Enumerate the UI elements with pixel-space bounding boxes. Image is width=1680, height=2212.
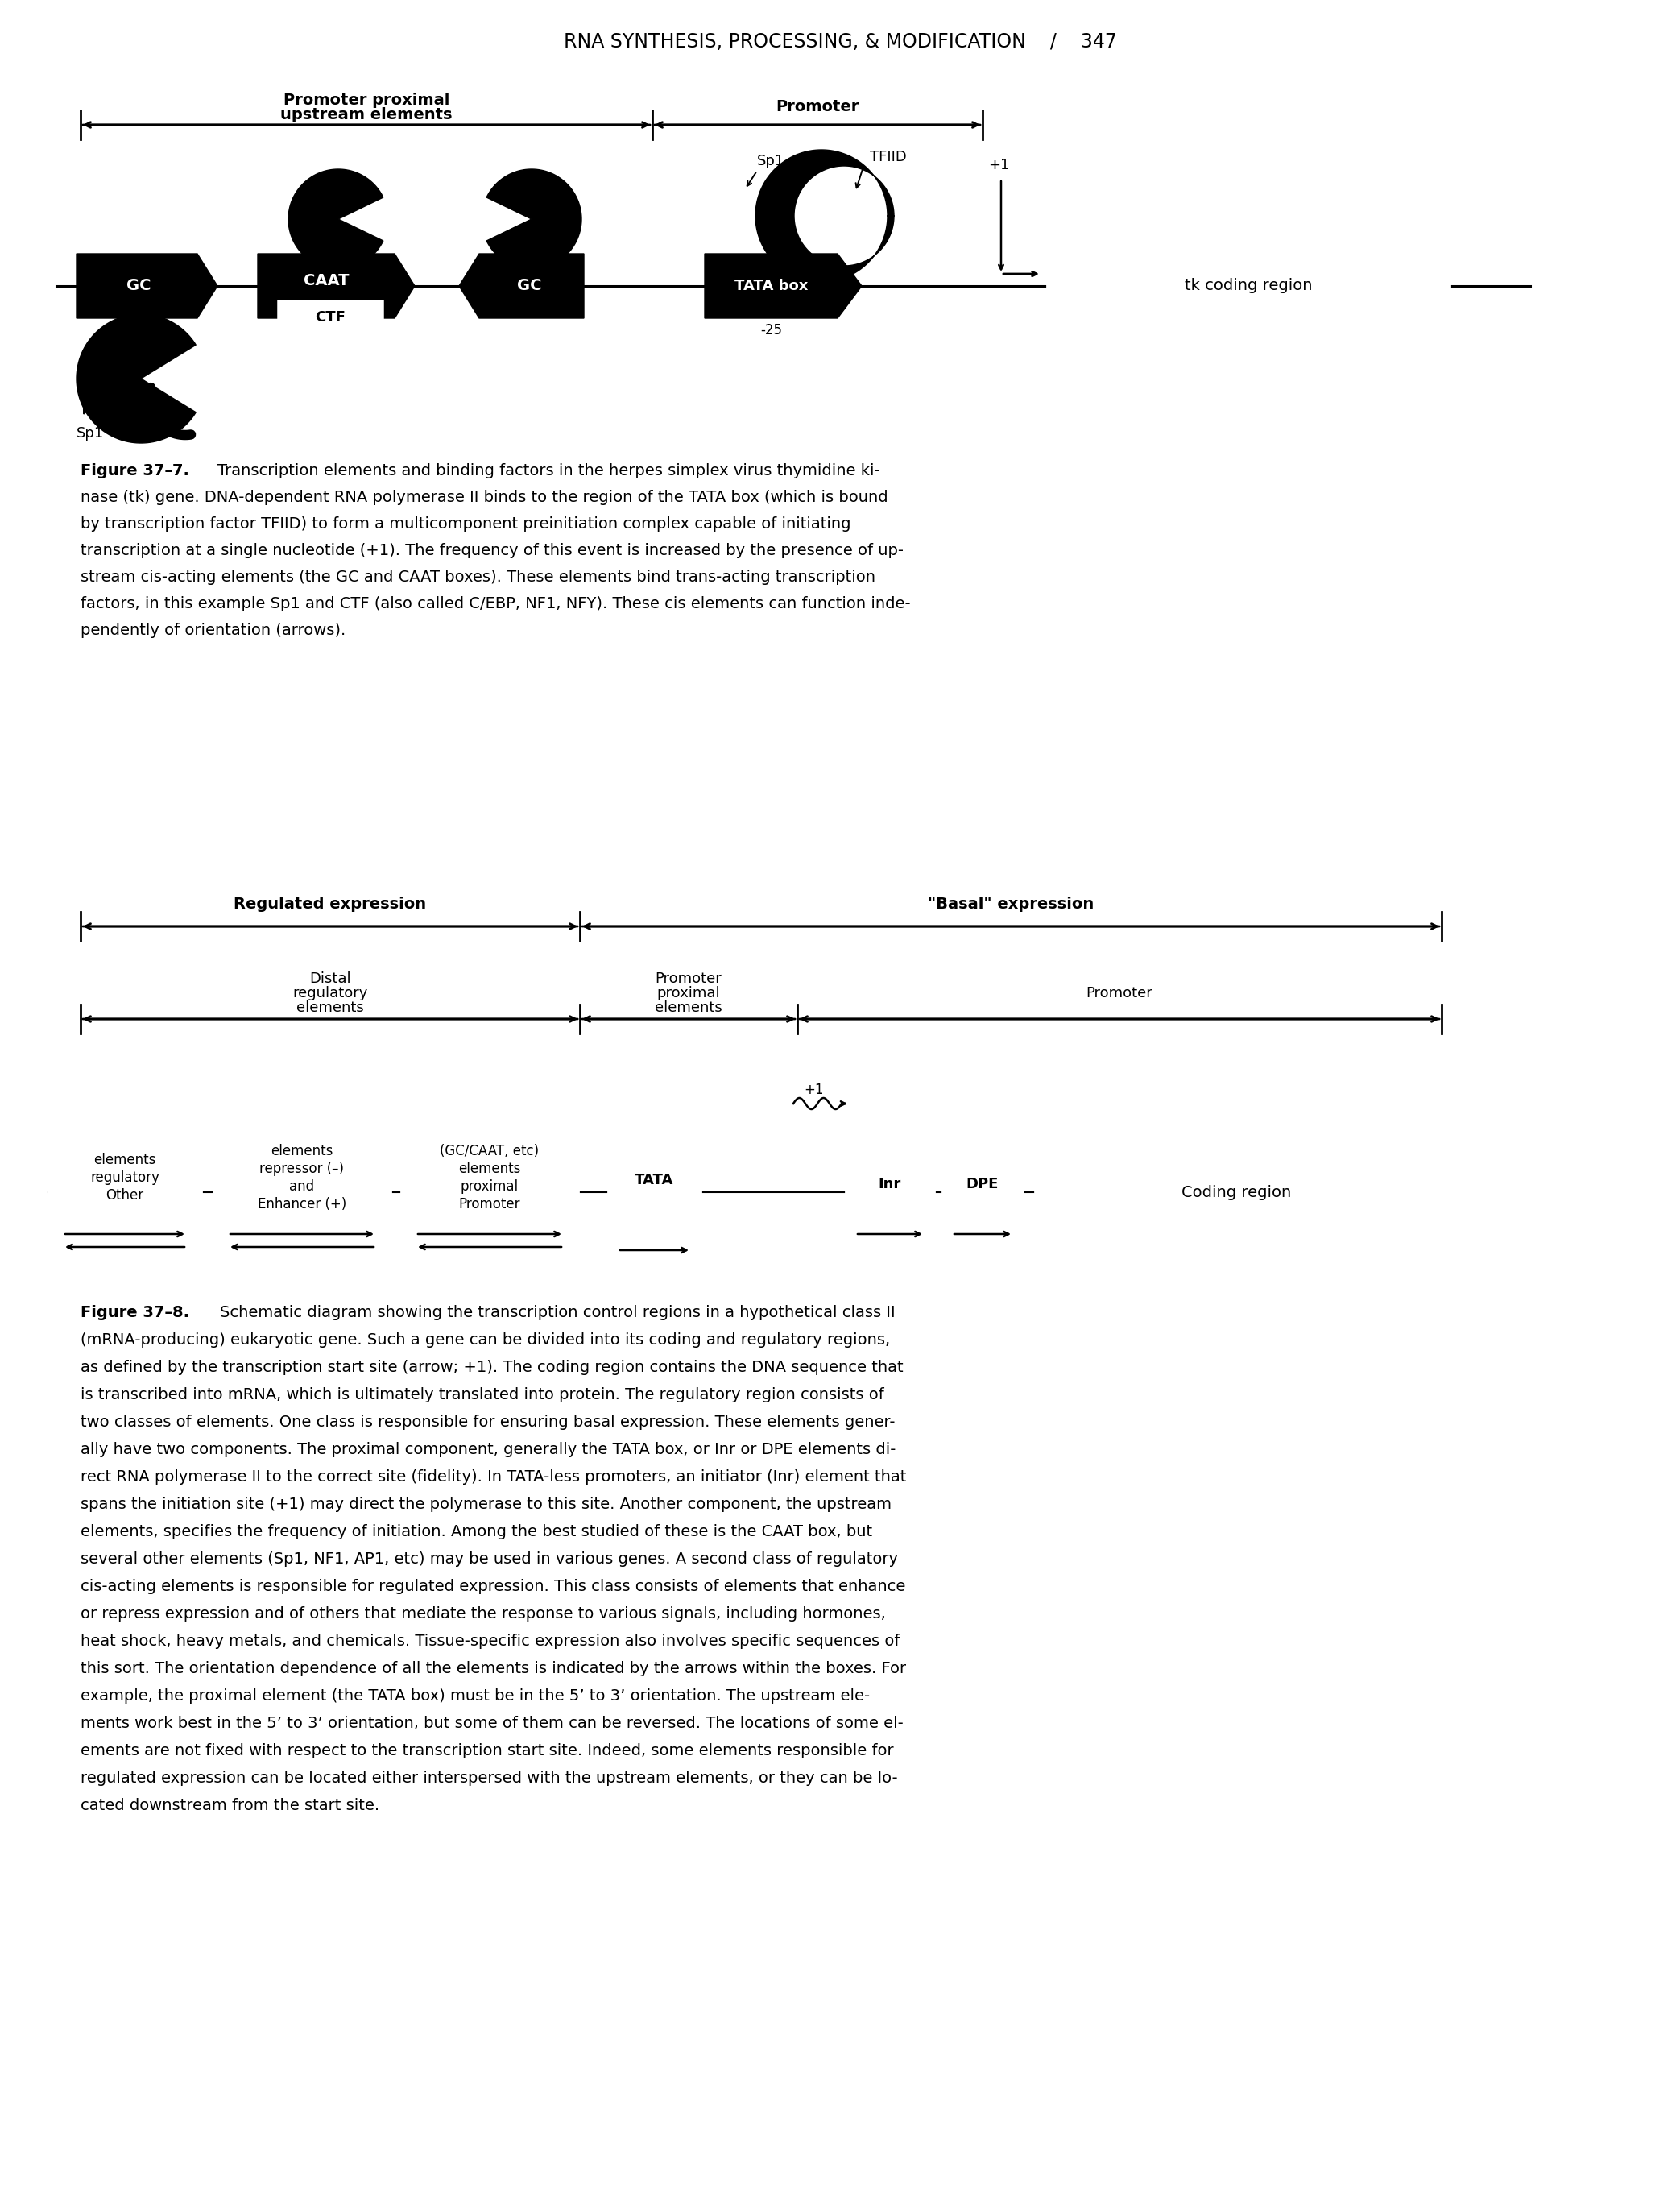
Bar [1047, 254, 1450, 319]
Polygon shape [704, 254, 862, 319]
Text: example, the proximal element (the TATA box) must be in the 5’ to 3’ orientation: example, the proximal element (the TATA … [81, 1688, 870, 1703]
Text: Promoter proximal: Promoter proximal [284, 93, 450, 108]
Text: DPE: DPE [966, 1177, 1000, 1192]
Bar [845, 1128, 934, 1256]
Text: Promoter: Promoter [776, 100, 858, 115]
Text: CAAT: CAAT [304, 272, 349, 288]
Text: spans the initiation site (+1) may direct the polymerase to this site. Another c: spans the initiation site (+1) may direc… [81, 1498, 892, 1513]
Text: pendently of orientation (arrows).: pendently of orientation (arrows). [81, 624, 346, 637]
Text: heat shock, heavy metals, and chemicals. Tissue-specific expression also involve: heat shock, heavy metals, and chemicals.… [81, 1635, 900, 1648]
Text: ments work best in the 5’ to 3’ orientation, but some of them can be reversed. T: ments work best in the 5’ to 3’ orientat… [81, 1717, 904, 1732]
Bar [402, 1128, 578, 1256]
Bar [49, 1128, 202, 1256]
Polygon shape [77, 254, 217, 319]
Text: elements: elements [296, 1000, 365, 1015]
Bar [277, 301, 383, 334]
Text: elements: elements [94, 1152, 156, 1168]
Polygon shape [257, 254, 415, 319]
Polygon shape [289, 168, 383, 270]
Text: Promoter: Promoter [1087, 987, 1152, 1000]
Text: cis-acting elements is responsible for regulated expression. This class consists: cis-acting elements is responsible for r… [81, 1579, 906, 1595]
Text: this sort. The orientation dependence of all the elements is indicated by the ar: this sort. The orientation dependence of… [81, 1661, 906, 1677]
Text: Distal: Distal [309, 971, 351, 987]
Text: Transcription elements and binding factors in the herpes simplex virus thymidine: Transcription elements and binding facto… [197, 462, 880, 478]
Text: Inr: Inr [879, 1177, 900, 1192]
Text: and: and [289, 1179, 314, 1194]
Text: Figure 37–8.: Figure 37–8. [81, 1305, 190, 1321]
Text: Regulated expression: Regulated expression [234, 896, 427, 911]
Text: -25: -25 [761, 323, 781, 338]
Bar [213, 1128, 391, 1256]
Text: elements: elements [655, 1000, 722, 1015]
Text: transcription at a single nucleotide (+1). The frequency of this event is increa: transcription at a single nucleotide (+1… [81, 542, 904, 557]
Text: elements: elements [270, 1144, 333, 1159]
Text: rect RNA polymerase II to the correct site (fidelity). In TATA-less promoters, a: rect RNA polymerase II to the correct si… [81, 1469, 906, 1484]
Text: Promoter: Promoter [459, 1197, 521, 1212]
Text: RNA SYNTHESIS, PROCESSING, & MODIFICATION    /    347: RNA SYNTHESIS, PROCESSING, & MODIFICATIO… [563, 33, 1117, 51]
Polygon shape [756, 150, 894, 281]
Text: ally have two components. The proximal component, generally the TATA box, or Inr: ally have two components. The proximal c… [81, 1442, 895, 1458]
Text: Figure 37–7.: Figure 37–7. [81, 462, 190, 478]
Text: TFIID: TFIID [870, 150, 907, 164]
Text: Schematic diagram showing the transcription control regions in a hypothetical cl: Schematic diagram showing the transcript… [200, 1305, 895, 1321]
Text: Coding region: Coding region [1181, 1186, 1292, 1199]
Text: proximal: proximal [657, 987, 721, 1000]
Bar [608, 1113, 701, 1272]
Text: as defined by the transcription start site (arrow; +1). The coding region contai: as defined by the transcription start si… [81, 1360, 904, 1376]
Text: regulatory: regulatory [292, 987, 368, 1000]
Text: factors, in this example Sp1 and CTF (also called C/EBP, NF1, NFY). These cis el: factors, in this example Sp1 and CTF (al… [81, 595, 911, 611]
Text: is transcribed into mRNA, which is ultimately translated into protein. The regul: is transcribed into mRNA, which is ultim… [81, 1387, 884, 1402]
Text: GC: GC [126, 279, 151, 294]
Text: proximal: proximal [460, 1179, 519, 1194]
Text: cated downstream from the start site.: cated downstream from the start site. [81, 1798, 380, 1814]
Text: Sp1: Sp1 [758, 155, 785, 168]
Text: TATA: TATA [635, 1172, 674, 1188]
Text: ements are not fixed with respect to the transcription start site. Indeed, some : ements are not fixed with respect to the… [81, 1743, 894, 1759]
Text: CTF: CTF [314, 310, 346, 325]
Text: Enhancer (+): Enhancer (+) [257, 1197, 346, 1212]
Text: +1: +1 [803, 1082, 823, 1097]
Text: upstream elements: upstream elements [281, 108, 452, 124]
Text: elements: elements [459, 1161, 521, 1177]
Text: Sp1: Sp1 [76, 427, 104, 440]
Bar [1035, 1128, 1438, 1256]
Text: two classes of elements. One class is responsible for ensuring basal expression.: two classes of elements. One class is re… [81, 1413, 895, 1429]
Text: nase (tk) gene. DNA-dependent RNA polymerase II binds to the region of the TATA : nase (tk) gene. DNA-dependent RNA polyme… [81, 489, 889, 504]
Polygon shape [77, 314, 197, 442]
Text: Promoter: Promoter [655, 971, 722, 987]
Text: +1: +1 [988, 157, 1010, 173]
Text: by transcription factor TFIID) to form a multicomponent preinitiation complex ca: by transcription factor TFIID) to form a… [81, 515, 850, 531]
Text: Other: Other [106, 1188, 144, 1203]
Text: TATA box: TATA box [734, 279, 808, 294]
Bar [942, 1128, 1023, 1256]
Text: regulatory: regulatory [91, 1170, 160, 1186]
Text: regulated expression can be located either interspersed with the upstream elemen: regulated expression can be located eith… [81, 1770, 897, 1785]
Text: several other elements (Sp1, NF1, AP1, etc) may be used in various genes. A seco: several other elements (Sp1, NF1, AP1, e… [81, 1551, 899, 1566]
Text: or repress expression and of others that mediate the response to various signals: or repress expression and of others that… [81, 1606, 885, 1621]
Text: "Basal" expression: "Basal" expression [927, 896, 1094, 911]
Text: repressor (–): repressor (–) [260, 1161, 344, 1177]
Text: GC: GC [517, 279, 543, 294]
Text: (GC/CAAT, etc): (GC/CAAT, etc) [440, 1144, 539, 1159]
Text: elements, specifies the frequency of initiation. Among the best studied of these: elements, specifies the frequency of ini… [81, 1524, 872, 1540]
Text: stream cis-acting elements (the GC and CAAT boxes). These elements bind trans-ac: stream cis-acting elements (the GC and C… [81, 568, 875, 584]
Polygon shape [459, 254, 585, 319]
Text: tk coding region: tk coding region [1184, 279, 1312, 294]
Text: (mRNA-producing) eukaryotic gene. Such a gene can be divided into its coding and: (mRNA-producing) eukaryotic gene. Such a… [81, 1332, 890, 1347]
Polygon shape [487, 168, 581, 270]
